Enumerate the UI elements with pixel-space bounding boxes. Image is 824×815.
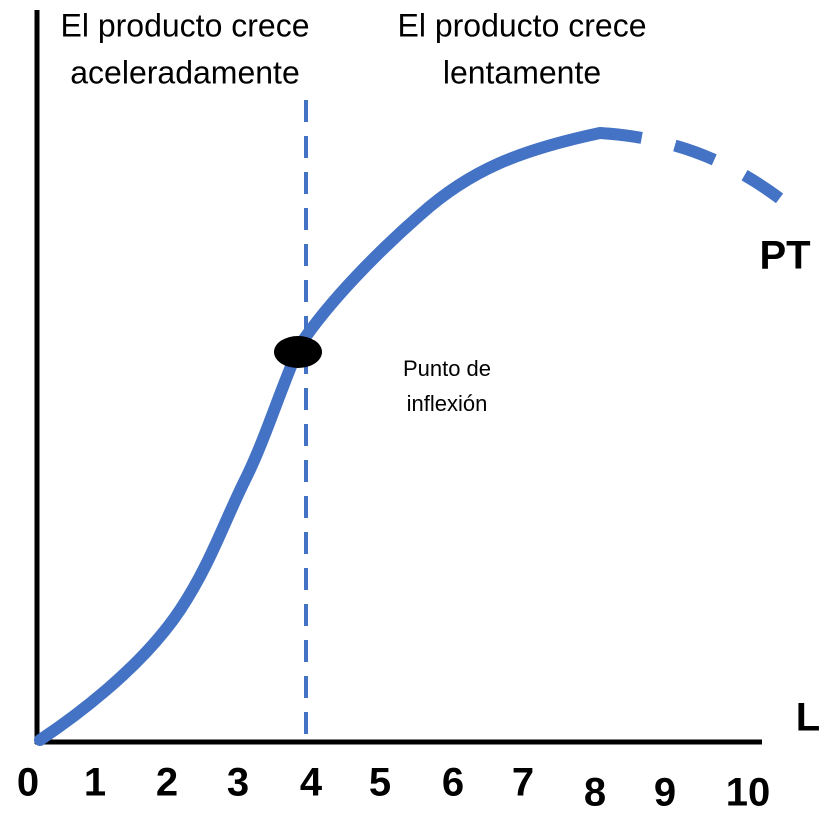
note: Punto de [403,356,491,381]
curve-dashed [599,127,801,217]
heading: El producto crece [397,7,646,43]
curve-label: PT [759,234,810,278]
x-tick-label: 8 [584,771,606,815]
x-tick-label: 4 [300,761,323,805]
x-tick-label: 0 [17,761,39,805]
x-tick-label: 3 [227,761,249,805]
inflection-point [274,336,322,368]
heading: aceleradamente [70,54,299,90]
x-tick-label: 1 [84,761,106,805]
x-tick-label: 6 [442,761,464,805]
x-tick-label: 2 [156,761,178,805]
x-tick-label: 7 [512,761,534,805]
x-tick-label: 10 [726,771,771,815]
heading: lentamente [443,54,601,90]
curve [34,127,606,746]
x-axis-label: L [796,696,820,740]
heading: El producto crece [60,7,309,43]
x-tick-label: 5 [369,761,391,805]
note: inflexión [407,391,488,416]
x-tick-label: 9 [654,771,676,815]
